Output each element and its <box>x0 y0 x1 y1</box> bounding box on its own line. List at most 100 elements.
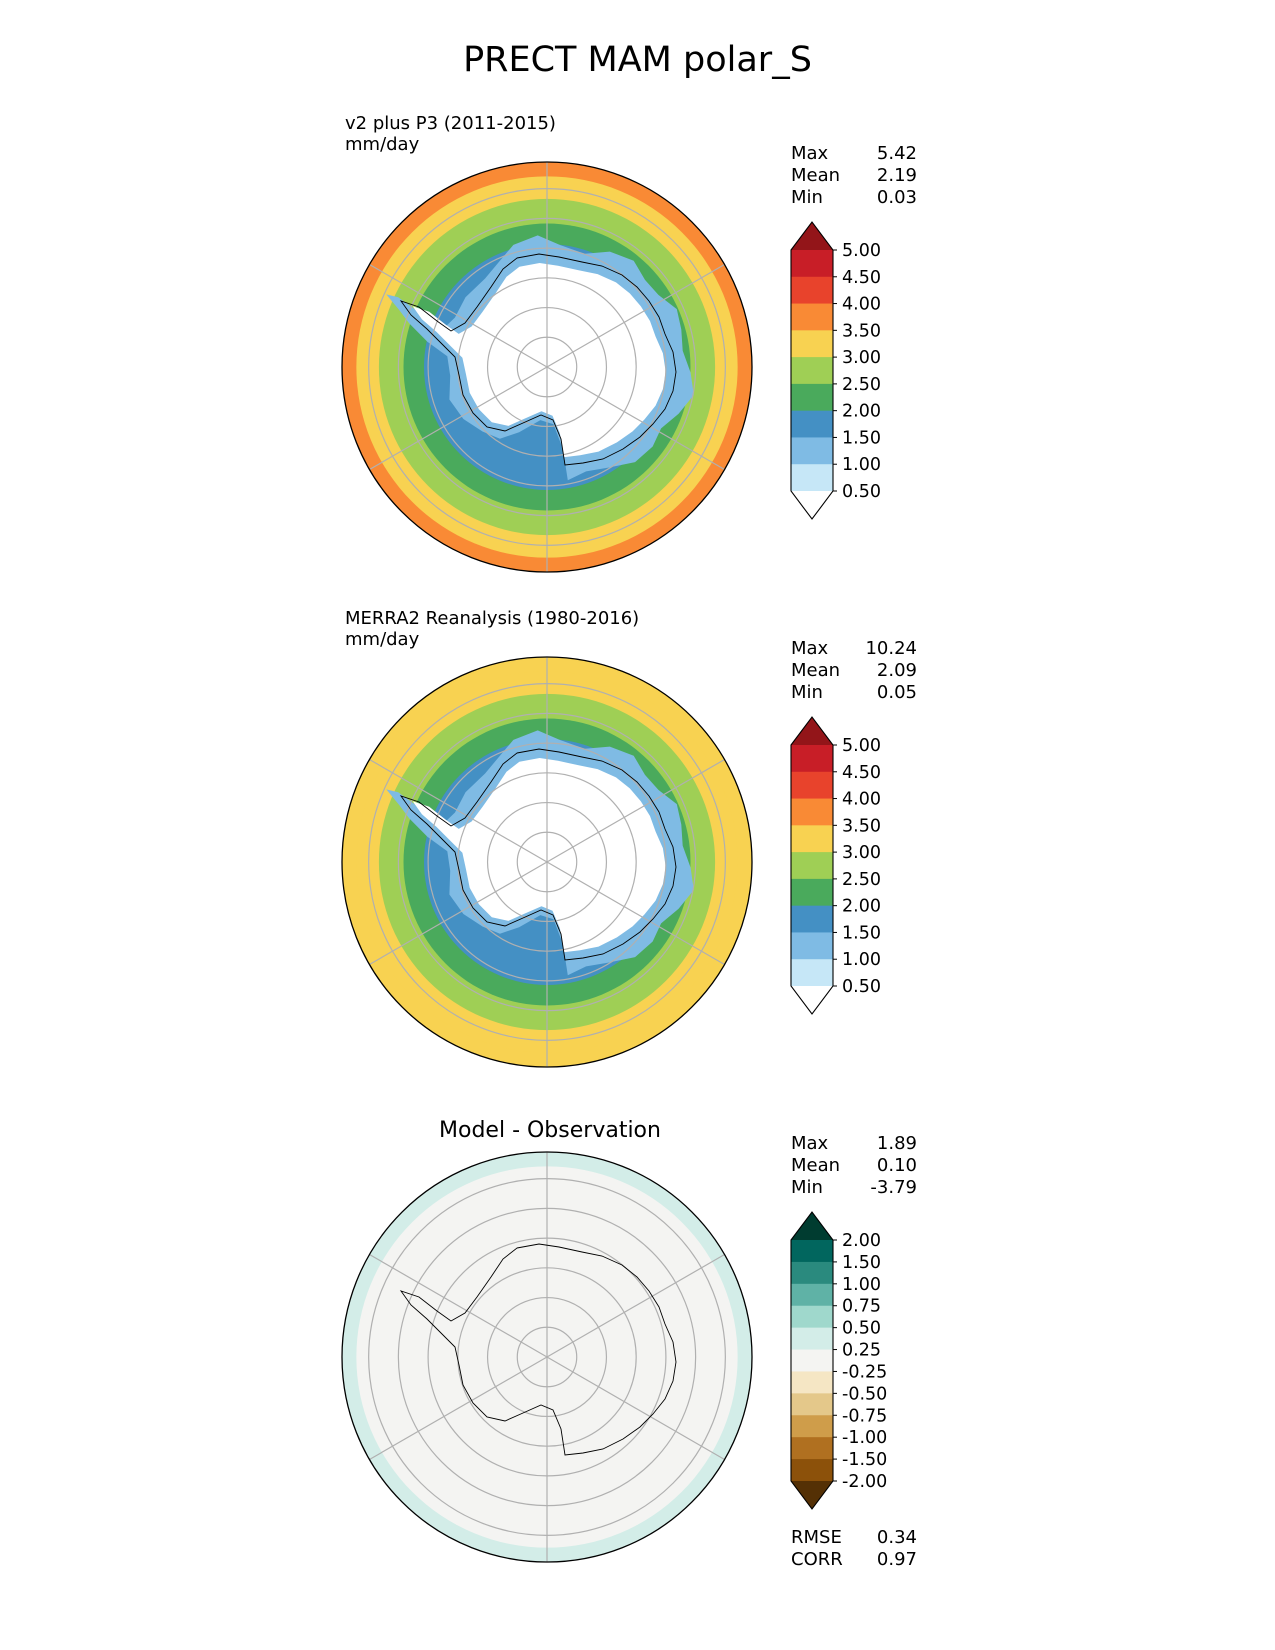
colorbar-tick-label: 1.00 <box>842 950 881 970</box>
colorbar-segment <box>791 464 833 492</box>
colorbar-tick-label: 4.50 <box>842 763 881 783</box>
colorbar-tick-label: 1.50 <box>842 1253 881 1273</box>
panel3-stats: Max 1.89 Mean 0.10 Min -3.79 <box>791 1133 917 1199</box>
stat-label: Max <box>791 638 829 659</box>
colorbar-extend-max <box>791 717 833 745</box>
colorbar-tick-label: 5.00 <box>842 736 881 756</box>
map-frame <box>341 161 753 573</box>
colorbar-tick-label: 5.00 <box>842 241 881 261</box>
colorbar-segment <box>791 959 833 987</box>
stat-value: -3.79 <box>870 1177 917 1198</box>
colorbar-tick-label: 0.25 <box>842 1341 881 1361</box>
stat-label: Max <box>791 1133 829 1154</box>
stat-value: 1.89 <box>876 1133 917 1154</box>
coastline <box>399 253 677 466</box>
panel1-name: v2 plus P3 (2011-2015) <box>345 113 556 134</box>
panel1-stats: Max 5.42 Mean 2.19 Min 0.03 <box>791 143 917 209</box>
panel2-title: MERRA2 Reanalysis (1980-2016) mm/day <box>345 608 639 650</box>
colorbar-segment <box>791 330 833 358</box>
stat-label: Min <box>791 1177 823 1198</box>
colorbar-extend-min <box>791 491 833 519</box>
panel3-metrics: RMSE 0.34 CORR 0.97 <box>791 1527 917 1571</box>
colorbar-tick-label: 3.00 <box>842 843 881 863</box>
stat-value: 2.19 <box>876 165 917 186</box>
stat-value: 10.24 <box>865 638 917 659</box>
stat-value: 2.09 <box>876 660 917 681</box>
stat-value: 5.42 <box>876 143 917 164</box>
colorbar-tick-label: -0.50 <box>842 1384 887 1404</box>
colorbar-tick-label: -2.00 <box>842 1472 887 1492</box>
colorbar-segment <box>791 745 833 773</box>
colorbar-tick-label: 2.00 <box>842 1231 881 1251</box>
panel1-title: v2 plus P3 (2011-2015) mm/day <box>345 113 556 155</box>
figure-title: PRECT MAM polar_S <box>463 40 812 80</box>
colorbar-segment <box>791 1349 833 1372</box>
colorbar-segment <box>791 825 833 853</box>
colorbar-segment <box>791 905 833 933</box>
colorbar-segment <box>791 383 833 412</box>
colorbar-tick-label: 2.50 <box>842 870 881 890</box>
colorbar-tick-label: 3.50 <box>842 816 881 836</box>
coastline <box>399 1243 677 1456</box>
metric-value: 0.97 <box>876 1549 917 1570</box>
colorbar-segment <box>791 1283 833 1307</box>
colorbar-segment <box>791 1305 833 1329</box>
colorbar-tick-label: 0.75 <box>842 1297 881 1317</box>
colorbar-tick-label: 1.50 <box>842 923 881 943</box>
colorbar-segment <box>791 1327 833 1351</box>
colorbar-extend-max <box>791 1212 833 1240</box>
stat-label: Mean <box>791 660 841 681</box>
interior-band <box>412 758 666 953</box>
stat-label: Min <box>791 682 823 703</box>
map-frame <box>341 1151 753 1563</box>
colorbar-tick-label: 1.50 <box>842 428 881 448</box>
colorbar-tick-label: 4.00 <box>842 790 881 810</box>
colorbar-tick-label: 4.50 <box>842 268 881 288</box>
metric-label: RMSE <box>791 1527 842 1548</box>
stat-label: Min <box>791 187 823 208</box>
colorbar-tick-label: 3.50 <box>842 321 881 341</box>
colorbar-segment <box>791 1393 833 1416</box>
colorbar-segment <box>791 878 833 907</box>
gridlines <box>368 657 726 1067</box>
colorbar-segment <box>791 1240 833 1263</box>
colorbar-tick-label: 1.00 <box>842 455 881 475</box>
colorbar-tick-label: 1.00 <box>842 1275 881 1295</box>
interior-band <box>412 263 666 458</box>
stat-label: Mean <box>791 165 841 186</box>
colorbar-tick-label: 3.00 <box>842 348 881 368</box>
colorbar-segment <box>791 798 833 826</box>
colorbar-tick-label: -0.25 <box>842 1362 887 1382</box>
gridlines <box>368 162 726 572</box>
colorbar-tick-label: 0.50 <box>842 977 881 997</box>
colorbar-tick-label: 2.50 <box>842 375 881 395</box>
panel1-units: mm/day <box>345 134 420 155</box>
stat-value: 0.05 <box>876 682 917 703</box>
colorbar-segment <box>791 276 833 305</box>
stat-value: 0.10 <box>876 1155 917 1176</box>
colorbar-tick-label: 2.00 <box>842 402 881 422</box>
colorbar-tick-label: -0.75 <box>842 1406 887 1426</box>
colorbar-segment <box>791 932 833 960</box>
map-frame <box>341 656 753 1068</box>
colorbar-extend-max <box>791 222 833 250</box>
panel2-units: mm/day <box>345 629 420 650</box>
colorbar-segment <box>791 852 833 880</box>
panel2-name: MERRA2 Reanalysis (1980-2016) <box>345 608 640 629</box>
colorbar-segment <box>791 303 833 331</box>
colorbar-tick-label: 0.50 <box>842 482 881 502</box>
colorbar-tick-label: 0.50 <box>842 1319 881 1339</box>
colorbar-segment <box>791 1437 833 1460</box>
colorbar-extend-min <box>791 986 833 1014</box>
colorbar-tick-label: 4.00 <box>842 295 881 315</box>
gridlines <box>368 1152 726 1562</box>
coastline <box>399 748 677 961</box>
colorbar-tick-label: -1.00 <box>842 1428 887 1448</box>
colorbar-tick-label: -1.50 <box>842 1450 887 1470</box>
